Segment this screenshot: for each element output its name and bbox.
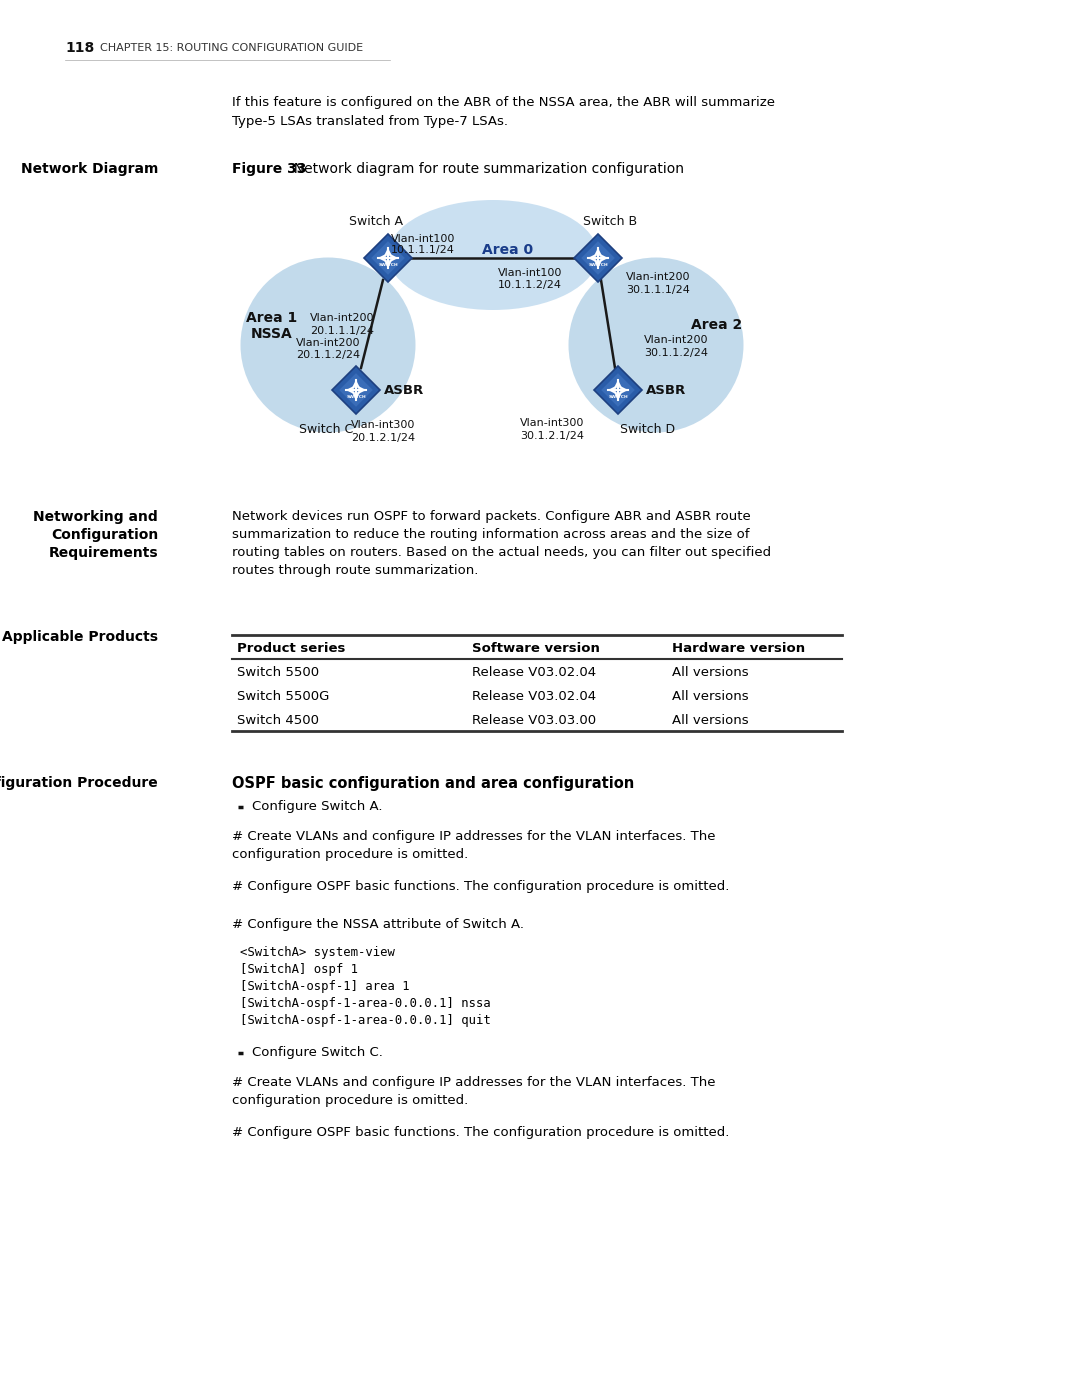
Text: Switch D: Switch D (620, 423, 676, 436)
Text: 30.1.1.2/24: 30.1.1.2/24 (644, 348, 708, 358)
Text: # Configure OSPF basic functions. The configuration procedure is omitted.: # Configure OSPF basic functions. The co… (232, 1126, 729, 1139)
Polygon shape (581, 242, 615, 275)
Text: routing tables on routers. Based on the actual needs, you can filter out specifi: routing tables on routers. Based on the … (232, 546, 771, 559)
Text: If this feature is configured on the ABR of the NSSA area, the ABR will summariz: If this feature is configured on the ABR… (232, 96, 775, 109)
Text: Software version: Software version (472, 643, 599, 655)
Text: Network diagram for route summarization configuration: Network diagram for route summarization … (285, 162, 684, 176)
Text: # Create VLANs and configure IP addresses for the VLAN interfaces. The: # Create VLANs and configure IP addresse… (232, 1076, 715, 1090)
Text: Configuration Procedure: Configuration Procedure (0, 775, 158, 789)
Polygon shape (364, 235, 411, 282)
Text: Product series: Product series (237, 643, 346, 655)
Text: Vlan-int200: Vlan-int200 (644, 335, 708, 345)
Text: 20.1.1.2/24: 20.1.1.2/24 (296, 351, 360, 360)
Text: 30.1.1.1/24: 30.1.1.1/24 (626, 285, 690, 295)
Text: All versions: All versions (672, 666, 748, 679)
Text: Release V03.02.04: Release V03.02.04 (472, 690, 596, 704)
Text: 10.1.1.1/24: 10.1.1.1/24 (391, 244, 455, 256)
Text: Configure Switch C.: Configure Switch C. (252, 1046, 383, 1059)
Text: Switch B: Switch B (583, 215, 637, 228)
Ellipse shape (568, 257, 743, 433)
Text: Release V03.03.00: Release V03.03.00 (472, 714, 596, 728)
Text: Vlan-int100: Vlan-int100 (391, 235, 456, 244)
Text: Vlan-int200: Vlan-int200 (626, 272, 690, 282)
Text: SWITCH: SWITCH (608, 395, 627, 400)
Text: Area 1: Area 1 (246, 312, 298, 326)
Text: ASBR: ASBR (384, 384, 424, 397)
Text: [SwitchA-ospf-1-area-0.0.0.1] quit: [SwitchA-ospf-1-area-0.0.0.1] quit (240, 1014, 490, 1027)
Text: Switch 4500: Switch 4500 (237, 714, 319, 728)
Text: Type-5 LSAs translated from Type-7 LSAs.: Type-5 LSAs translated from Type-7 LSAs. (232, 115, 508, 129)
Polygon shape (594, 366, 642, 414)
Text: 10.1.1.2/24: 10.1.1.2/24 (498, 279, 562, 291)
Text: NSSA: NSSA (252, 327, 293, 341)
Text: Area 2: Area 2 (691, 319, 743, 332)
Text: Vlan-int100: Vlan-int100 (498, 268, 563, 278)
Text: 118: 118 (65, 41, 94, 54)
Text: # Configure the NSSA attribute of Switch A.: # Configure the NSSA attribute of Switch… (232, 918, 524, 930)
Text: Hardware version: Hardware version (672, 643, 805, 655)
Text: routes through route summarization.: routes through route summarization. (232, 564, 478, 577)
Text: SWITCH: SWITCH (589, 263, 608, 267)
Text: Release V03.02.04: Release V03.02.04 (472, 666, 596, 679)
Text: Network devices run OSPF to forward packets. Configure ABR and ASBR route: Network devices run OSPF to forward pack… (232, 510, 751, 522)
Text: Vlan-int200: Vlan-int200 (310, 313, 375, 323)
Text: SWITCH: SWITCH (347, 395, 366, 400)
Text: Switch 5500G: Switch 5500G (237, 690, 329, 704)
Text: 20.1.1.1/24: 20.1.1.1/24 (310, 326, 374, 337)
Text: Vlan-int300: Vlan-int300 (519, 418, 584, 427)
Text: SWITCH: SWITCH (378, 263, 397, 267)
Text: 30.1.2.1/24: 30.1.2.1/24 (519, 432, 584, 441)
Text: Switch A: Switch A (349, 215, 403, 228)
Text: Vlan-int200: Vlan-int200 (296, 338, 361, 348)
Polygon shape (339, 373, 373, 407)
Text: Network Diagram: Network Diagram (21, 162, 158, 176)
Ellipse shape (241, 257, 416, 433)
Text: Area 0: Area 0 (483, 243, 534, 257)
Polygon shape (372, 242, 405, 275)
Text: Requirements: Requirements (49, 546, 158, 560)
Text: Networking and: Networking and (33, 510, 158, 524)
Polygon shape (573, 235, 622, 282)
Text: # Configure OSPF basic functions. The configuration procedure is omitted.: # Configure OSPF basic functions. The co… (232, 880, 729, 893)
Text: CHAPTER 15: ROUTING CONFIGURATION GUIDE: CHAPTER 15: ROUTING CONFIGURATION GUIDE (100, 43, 363, 53)
Text: # Create VLANs and configure IP addresses for the VLAN interfaces. The: # Create VLANs and configure IP addresse… (232, 830, 715, 842)
Text: Switch C: Switch C (299, 423, 353, 436)
Text: Figure 33: Figure 33 (232, 162, 307, 176)
Text: [SwitchA] ospf 1: [SwitchA] ospf 1 (240, 963, 357, 977)
Text: ASBR: ASBR (646, 384, 686, 397)
Text: summarization to reduce the routing information across areas and the size of: summarization to reduce the routing info… (232, 528, 750, 541)
Text: [SwitchA-ospf-1-area-0.0.0.1] nssa: [SwitchA-ospf-1-area-0.0.0.1] nssa (240, 997, 490, 1010)
Ellipse shape (388, 200, 598, 310)
Polygon shape (602, 373, 635, 407)
Text: [SwitchA-ospf-1] area 1: [SwitchA-ospf-1] area 1 (240, 981, 409, 993)
Text: All versions: All versions (672, 714, 748, 728)
Text: All versions: All versions (672, 690, 748, 704)
Text: configuration procedure is omitted.: configuration procedure is omitted. (232, 1094, 469, 1106)
Text: Switch 5500: Switch 5500 (237, 666, 319, 679)
Text: Applicable Products: Applicable Products (2, 630, 158, 644)
Polygon shape (332, 366, 380, 414)
Text: Configure Switch A.: Configure Switch A. (252, 800, 382, 813)
Text: Configuration: Configuration (51, 528, 158, 542)
Text: OSPF basic configuration and area configuration: OSPF basic configuration and area config… (232, 775, 634, 791)
Text: configuration procedure is omitted.: configuration procedure is omitted. (232, 848, 469, 861)
Text: 20.1.2.1/24: 20.1.2.1/24 (351, 433, 415, 443)
Text: Vlan-int300: Vlan-int300 (351, 420, 416, 430)
Text: <SwitchA> system-view: <SwitchA> system-view (240, 946, 395, 958)
